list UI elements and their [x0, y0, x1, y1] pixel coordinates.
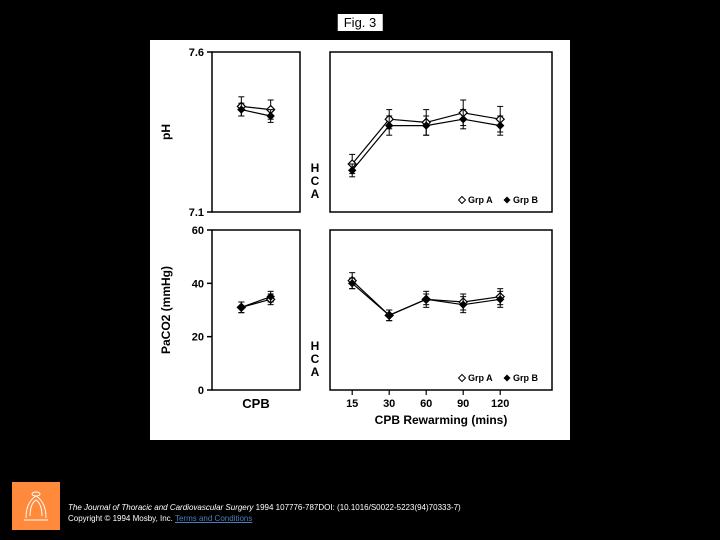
elsevier-logo — [12, 482, 60, 530]
svg-text:60: 60 — [192, 225, 204, 237]
svg-text:7.1: 7.1 — [189, 207, 204, 219]
svg-text:CPB Rewarming (mins): CPB Rewarming (mins) — [375, 413, 508, 427]
svg-text:C: C — [311, 174, 320, 188]
footer: The Journal of Thoracic and Cardiovascul… — [68, 502, 700, 524]
figure-title: Fig. 3 — [338, 14, 383, 31]
svg-text:A: A — [311, 187, 320, 201]
svg-text:0: 0 — [198, 385, 204, 397]
svg-text:7.6: 7.6 — [189, 47, 204, 59]
svg-text:20: 20 — [192, 332, 204, 344]
svg-text:120: 120 — [491, 398, 509, 410]
svg-text:Grp B: Grp B — [513, 373, 539, 383]
svg-text:H: H — [311, 339, 320, 353]
svg-text:A: A — [311, 365, 320, 379]
svg-text:15: 15 — [346, 398, 358, 410]
chart-area: 7.17.6pHHCAGrp AGrp B0204060PaCO2 (mmHg)… — [150, 40, 570, 440]
svg-text:Grp A: Grp A — [468, 373, 493, 383]
svg-text:40: 40 — [192, 278, 204, 290]
chart-svg: 7.17.6pHHCAGrp AGrp B0204060PaCO2 (mmHg)… — [150, 40, 570, 440]
svg-text:PaCO2 (mmHg): PaCO2 (mmHg) — [159, 266, 173, 354]
svg-text:30: 30 — [383, 398, 395, 410]
svg-text:H: H — [311, 161, 320, 175]
terms-link[interactable]: Terms and Conditions — [175, 514, 252, 523]
svg-text:pH: pH — [159, 124, 173, 140]
svg-text:90: 90 — [457, 398, 469, 410]
copyright-text: Copyright © 1994 Mosby, Inc. — [68, 514, 175, 523]
svg-text:Grp B: Grp B — [513, 195, 539, 205]
svg-text:C: C — [311, 352, 320, 366]
svg-text:Grp A: Grp A — [468, 195, 493, 205]
svg-text:60: 60 — [420, 398, 432, 410]
svg-text:CPB: CPB — [242, 396, 269, 411]
citation-text: 1994 107776-787DOI: (10.1016/S0022-5223(… — [253, 503, 460, 512]
journal-name: The Journal of Thoracic and Cardiovascul… — [68, 503, 253, 512]
